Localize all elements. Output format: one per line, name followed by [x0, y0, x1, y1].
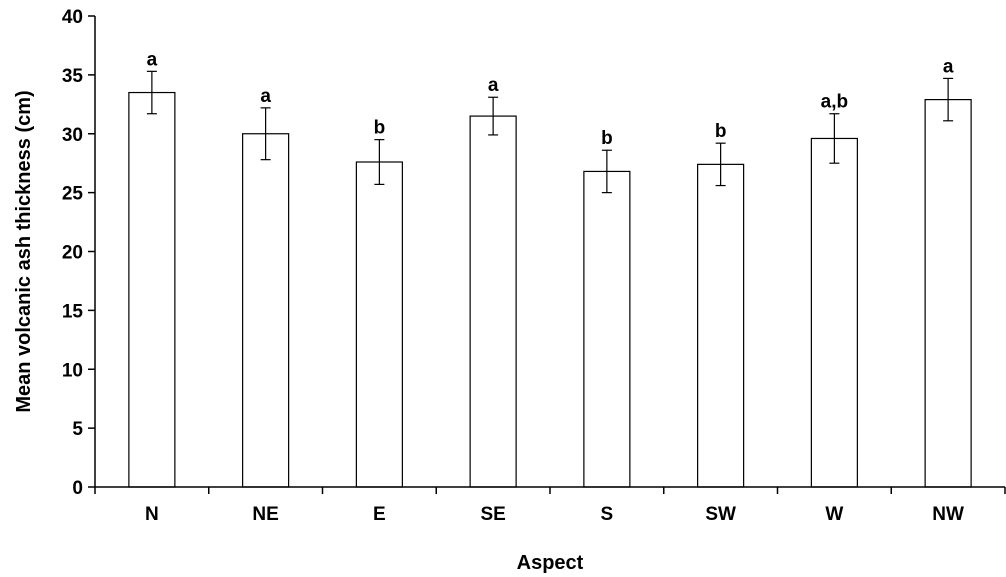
bars: [128, 91, 972, 488]
error-bar-e: [374, 139, 385, 185]
significance-label-ne: a: [260, 86, 271, 107]
y-axis-title: Mean volcanic ash thickness (cm): [13, 90, 35, 412]
error-bar-nw: [943, 77, 954, 122]
y-tick-label: 5: [72, 419, 83, 440]
bar-s: [583, 170, 631, 488]
significance-label-sw: b: [715, 121, 727, 142]
error-bar-se: [488, 96, 499, 136]
x-tick-label-e: E: [373, 504, 386, 525]
x-axis-title: Aspect: [517, 552, 584, 574]
error-bar-n: [146, 70, 157, 115]
bar-ne: [242, 133, 290, 488]
significance-label-s: b: [601, 128, 613, 149]
y-tick-label: 0: [72, 478, 83, 499]
y-tick-label: 20: [62, 243, 83, 264]
y-tick-label: 25: [62, 184, 84, 205]
significance-label-e: b: [374, 118, 386, 139]
bar-nw: [924, 99, 972, 488]
error-bars: [146, 70, 954, 194]
y-tick-label: 15: [62, 301, 84, 322]
y-tick-label: 35: [62, 66, 84, 87]
bar-n: [128, 91, 176, 488]
bar-e: [355, 161, 403, 488]
x-tick-label-sw: SW: [705, 504, 736, 525]
significance-label-n: a: [147, 49, 158, 70]
significance-labels: a a b a b b a,b a: [147, 49, 954, 149]
x-axis-ticks: N NE E SE S SW W NW: [94, 487, 1006, 525]
x-tick-label-nw: NW: [932, 504, 964, 525]
bar-se: [469, 115, 517, 488]
error-bar-ne: [260, 107, 271, 161]
bar-w: [810, 137, 858, 488]
error-bar-sw: [715, 142, 726, 187]
y-tick-label: 30: [62, 125, 83, 146]
significance-label-w: a,b: [821, 92, 848, 113]
x-tick-label-s: S: [601, 504, 614, 525]
error-bar-s: [601, 149, 612, 194]
x-tick-label-w: W: [825, 504, 843, 525]
y-tick-label: 10: [62, 360, 83, 381]
bar-sw: [697, 163, 745, 488]
y-tick-label: 40: [62, 7, 83, 28]
error-bar-w: [829, 113, 840, 164]
x-tick-label-n: N: [145, 504, 159, 525]
significance-label-nw: a: [943, 56, 954, 77]
significance-label-se: a: [488, 75, 499, 96]
x-tick-label-se: SE: [480, 504, 505, 525]
y-axis-ticks: 0 5 10 15 20 25 30 35 40: [62, 7, 95, 499]
x-tick-label-ne: NE: [252, 504, 278, 525]
